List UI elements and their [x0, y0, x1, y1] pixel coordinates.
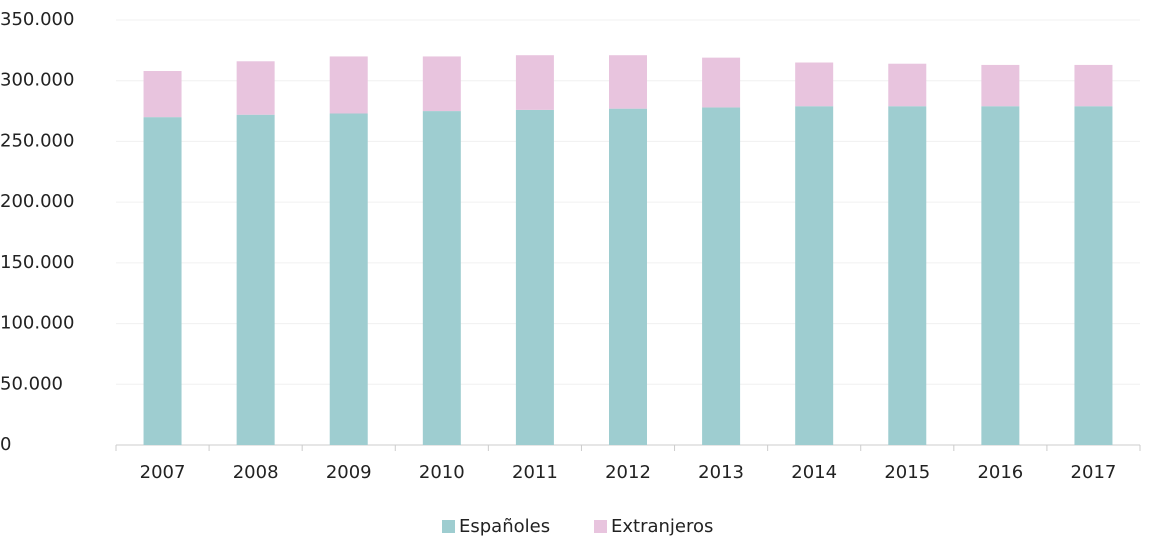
bar	[981, 64, 1020, 107]
bar	[1074, 64, 1113, 107]
y-tick-label: 250.000	[0, 130, 74, 151]
bar	[515, 55, 554, 110]
x-tick-label: 2015	[884, 462, 930, 483]
bar	[329, 56, 368, 114]
y-tick-label: 300.000	[0, 70, 74, 91]
bar	[236, 114, 275, 445]
bar	[143, 117, 182, 446]
bar	[1074, 106, 1113, 445]
bar	[515, 109, 554, 445]
legend-label: Extranjeros	[611, 516, 713, 537]
bar	[609, 108, 647, 446]
bar	[888, 106, 927, 445]
legend-swatch	[442, 520, 455, 533]
x-tick-label: 2011	[512, 462, 558, 483]
legend-label: Españoles	[459, 516, 550, 537]
y-tick-label: 200.000	[0, 191, 74, 212]
x-tick-label: 2012	[605, 462, 651, 483]
bar	[702, 107, 741, 445]
y-tick-label: 50.000	[0, 373, 63, 394]
y-tick-label: 150.000	[0, 252, 74, 273]
bar	[422, 56, 461, 112]
y-tick-label: 350.000	[0, 9, 74, 30]
bar	[422, 111, 461, 446]
bar	[795, 106, 834, 445]
x-tick-label: 2007	[140, 462, 186, 483]
x-tick-label: 2009	[326, 462, 372, 483]
x-tick-label: 2008	[233, 462, 279, 483]
bar	[609, 55, 647, 109]
bar	[329, 113, 368, 445]
bar	[888, 63, 927, 107]
bar	[236, 61, 275, 115]
x-tick-label: 2013	[698, 462, 744, 483]
x-tick-label: 2014	[791, 462, 837, 483]
bar	[143, 71, 182, 118]
y-tick-label: 100.000	[0, 313, 74, 334]
bar	[981, 106, 1020, 445]
bar	[702, 57, 741, 108]
x-tick-label: 2016	[977, 462, 1023, 483]
bar	[795, 62, 834, 107]
legend-swatch	[594, 520, 607, 533]
y-tick-label: 0	[0, 434, 11, 455]
x-tick-label: 2010	[419, 462, 465, 483]
x-tick-label: 2017	[1071, 462, 1117, 483]
